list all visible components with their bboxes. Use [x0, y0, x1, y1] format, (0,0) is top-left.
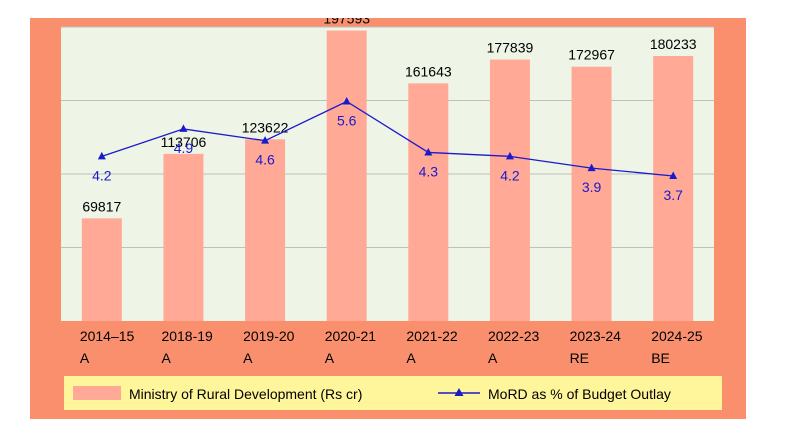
line-value-label: 4.2: [92, 167, 112, 183]
legend: Ministry of Rural Development (Rs cr) Mo…: [64, 376, 722, 410]
x-tick-label: 2024-25 BE: [651, 328, 703, 366]
bar-value-label: 180233: [650, 36, 697, 52]
line-value-label: 4.2: [500, 167, 520, 183]
line-value-label: 3.9: [582, 179, 602, 195]
line-marker: [587, 163, 596, 172]
line-marker: [179, 124, 188, 132]
bar-value-label: 161643: [405, 63, 452, 79]
bar-value-label: 113706: [161, 134, 207, 150]
bar: [408, 83, 449, 321]
line-marker: [342, 96, 351, 105]
x-tick-label: 2021-22 A: [406, 328, 458, 366]
bar: [81, 218, 122, 321]
bar: [245, 139, 286, 321]
x-axis-tick-labels: 2014–15 A 2018-19 A 2019-20 A 2020-21 A 2021-22 A…: [80, 328, 703, 366]
line-marker: [424, 147, 433, 156]
legend-box: [64, 376, 722, 410]
x-tick-label: 2022-23 A: [488, 328, 540, 366]
bar-value-label: 123622: [242, 119, 289, 135]
x-tick-label: 2020-21 A: [325, 328, 377, 366]
combo-chart: 69817 113706 123622 197593 161643 177839 17296…: [61, 18, 722, 410]
bar: [571, 66, 612, 321]
bar: [653, 56, 694, 321]
bar: [489, 59, 530, 322]
bar: [163, 153, 204, 321]
bar-value-label: 197593: [323, 18, 370, 27]
bar: [326, 30, 367, 321]
bar-value-label: 69817: [82, 198, 121, 214]
line-marker: [505, 151, 514, 160]
line-marker: [261, 136, 270, 144]
bar-value-labels: 69817 113706 123622 197593 161643 177839 17296…: [82, 18, 696, 214]
legend-line-label: MoRD as % of Budget Outlay: [488, 386, 671, 402]
series-line: [101, 100, 674, 177]
legend-bar-swatch: [73, 386, 121, 400]
line-value-label: 3.7: [663, 187, 683, 203]
line-marker: [669, 171, 678, 179]
legend-triangle-marker: [454, 388, 464, 396]
line-marker: [97, 151, 106, 160]
bar-value-label: 177839: [487, 40, 534, 56]
line-value-labels: 4.2 4.9 4.6 5.6 4.3 4.2 3.9 3.7: [92, 112, 683, 202]
x-tick-label: 2019-20 A: [243, 328, 295, 366]
line-value-label: 4.6: [255, 152, 275, 168]
line-value-label: 5.6: [337, 112, 357, 128]
x-tick-label: 2023-24 RE: [570, 328, 622, 366]
bar-series: [81, 30, 694, 322]
line-value-label: 4.9: [174, 140, 194, 156]
chart-frame: 69817 113706 123622 197593 161643 177839 17296…: [30, 18, 746, 419]
x-tick-label: 2014–15 A: [80, 328, 135, 366]
line-value-label: 4.3: [419, 163, 439, 179]
legend-bar-label: Ministry of Rural Development (Rs cr): [129, 386, 362, 402]
line-series: [97, 96, 678, 179]
bar-value-label: 172967: [568, 47, 615, 63]
x-tick-label: 2018-19 A: [161, 328, 213, 366]
